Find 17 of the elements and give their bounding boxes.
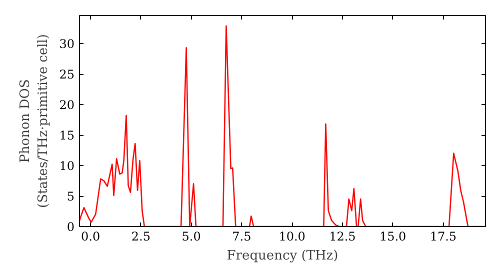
y-axis-title: Phonon DOS (States/THz·primitive cell): [18, 34, 52, 208]
y-tick-label: 15: [59, 128, 75, 143]
x-tick-label: 0.0: [81, 230, 100, 244]
y-tick-label: 5: [66, 190, 75, 204]
x-tick-label: 12.5: [329, 230, 356, 244]
y-tick-label: 10: [59, 159, 75, 174]
x-tick-label: 5.0: [182, 230, 201, 244]
y-tick-label: 0: [66, 220, 75, 234]
x-tick-label: 10.0: [278, 230, 306, 244]
x-tick-label: 15.0: [379, 230, 406, 244]
y-tick-label: 20: [59, 98, 75, 112]
y-tick-label: 30: [59, 37, 75, 52]
x-axis-title: Frequency (THz): [226, 248, 338, 264]
y-tick-label: 25: [59, 68, 75, 82]
x-tick-label: 17.5: [430, 230, 457, 244]
x-tick-label: 7.5: [232, 230, 252, 244]
x-tick-label: 2.5: [131, 230, 151, 244]
